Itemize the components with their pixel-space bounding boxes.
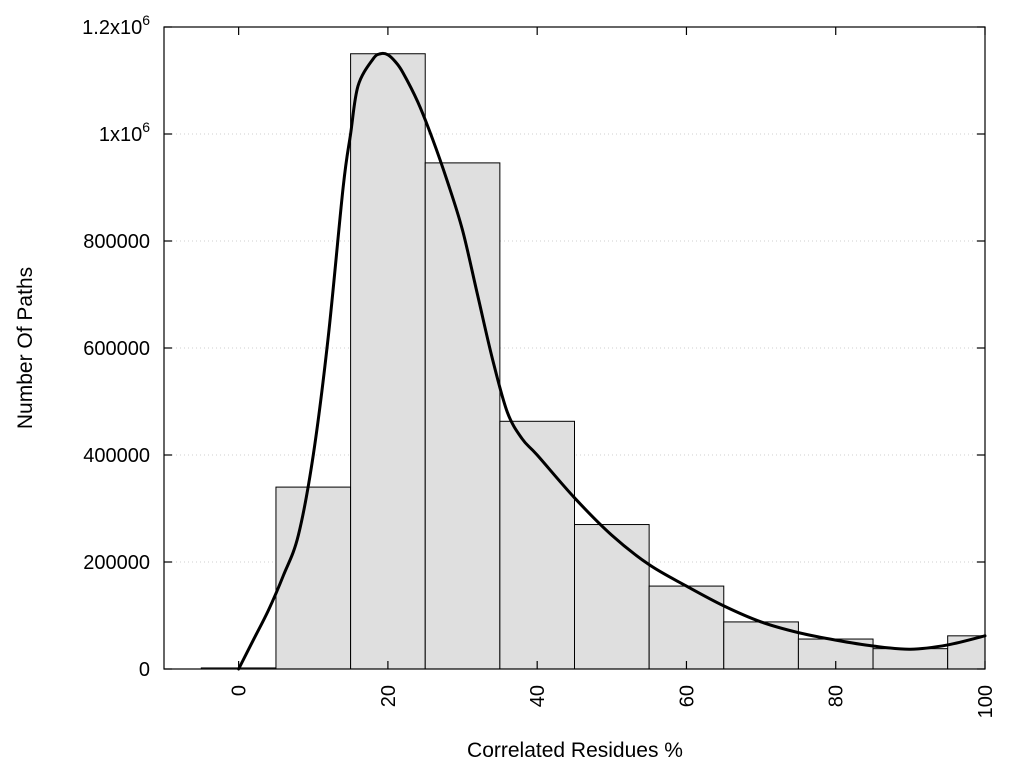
x-tick-label: 60 bbox=[676, 685, 698, 707]
x-tick-label: 80 bbox=[826, 685, 848, 707]
histogram-bar bbox=[648, 585, 725, 670]
y-tick-label-base: 400000 bbox=[83, 445, 150, 467]
x-tick-label: 20 bbox=[378, 685, 400, 707]
x-tick-label: 100 bbox=[975, 685, 997, 718]
y-tick-label-base: 0 bbox=[139, 659, 150, 681]
y-tick-label: 1.2x106 bbox=[82, 12, 150, 39]
y-tick-label: 800000 bbox=[83, 231, 150, 253]
x-tick-label: 40 bbox=[527, 685, 549, 707]
y-tick-label: 0 bbox=[139, 659, 150, 681]
histogram-bar bbox=[424, 162, 501, 670]
y-tick-label-base: 1.2x10 bbox=[82, 17, 142, 39]
y-axis-title: Number Of Paths bbox=[14, 267, 37, 429]
histogram-bars bbox=[200, 53, 986, 670]
x-tick-label: 0 bbox=[229, 685, 251, 696]
histogram-bar bbox=[574, 524, 650, 670]
axis-ticks: 0 20 40 60 80 100 0 200000 400000 600000 800000 1x1… bbox=[82, 12, 997, 718]
fit-curve bbox=[237, 51, 987, 671]
y-tick-label-exponent: 6 bbox=[142, 12, 150, 28]
y-tick-label-base: 600000 bbox=[83, 338, 150, 360]
y-tick-label-base: 1x10 bbox=[99, 124, 142, 146]
histogram-bar bbox=[275, 486, 352, 670]
histogram-bar bbox=[499, 420, 576, 670]
y-tick-label: 200000 bbox=[83, 552, 150, 574]
x-axis-title: Correlated Residues % bbox=[467, 739, 683, 762]
histogram-bar bbox=[350, 53, 426, 670]
histogram-bar bbox=[872, 648, 949, 670]
y-tick-label: 1x106 bbox=[99, 119, 150, 146]
y-tick-label: 400000 bbox=[83, 445, 150, 467]
y-tick-label-base: 800000 bbox=[83, 231, 150, 253]
y-tick-label-base: 200000 bbox=[83, 552, 150, 574]
y-tick-label-exponent: 6 bbox=[142, 119, 150, 135]
y-tick-label: 600000 bbox=[83, 338, 150, 360]
